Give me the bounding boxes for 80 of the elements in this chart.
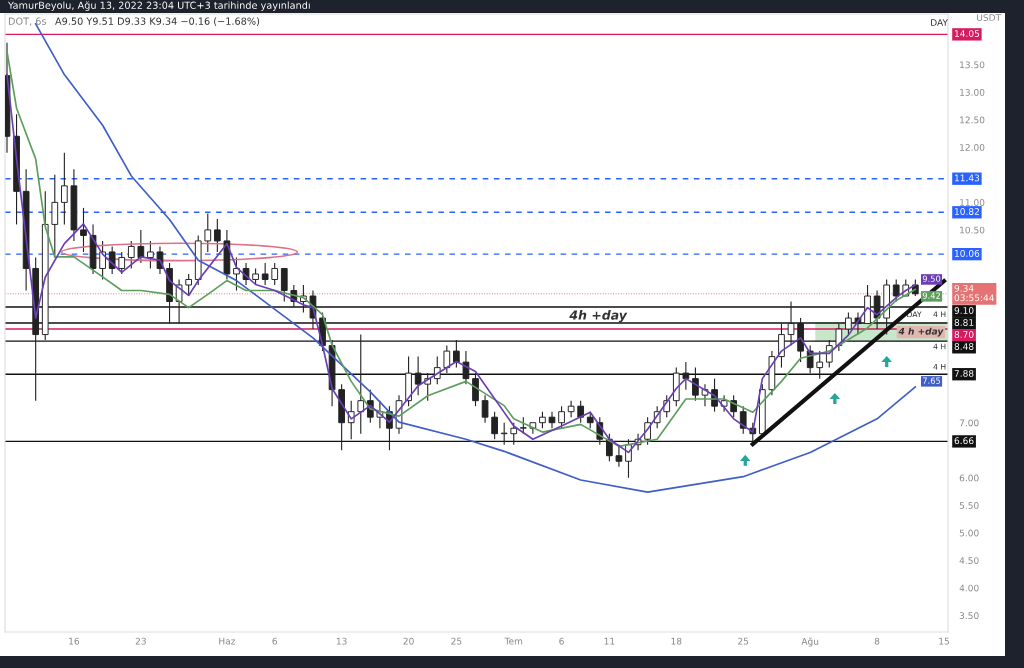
x-tick-label: 8 [874, 637, 880, 645]
annotation: DAY [931, 19, 949, 26]
ref-line-label: 10.06 [954, 249, 980, 257]
candlestick [357, 334, 365, 435]
candlestick [61, 152, 68, 225]
candlestick [491, 411, 498, 440]
y-tick-label: 11.00 [960, 199, 985, 206]
x-tick-label: Tem [504, 637, 523, 645]
y-tick-label: 6.00 [959, 474, 979, 482]
candlestick [280, 267, 288, 303]
x-tick-label: 6 [559, 637, 564, 645]
candlestick [80, 207, 87, 253]
ref-line-label: 7.88 [954, 370, 974, 377]
y-tick-label: 4.50 [959, 557, 979, 564]
y-tick-label: 12.00 [960, 144, 985, 151]
x-tick-label: 15 [939, 637, 949, 645]
candlestick [204, 212, 212, 253]
candlestick [577, 400, 585, 424]
ref-line-label: 8.48 [954, 343, 974, 350]
candlestick [118, 251, 126, 275]
candlestick [414, 356, 422, 396]
candlestick [462, 350, 470, 385]
candlestick [567, 400, 575, 418]
candlestick [778, 322, 785, 369]
x-tick-label: 20 [403, 637, 414, 645]
y-tick-label: 12.50 [960, 116, 985, 124]
candlestick [453, 339, 460, 369]
x-tick-label: 23 [135, 637, 146, 645]
ref-line-label: 8.81 [954, 319, 974, 326]
x-tick-label: 13 [336, 637, 347, 645]
data-label: 7.65 [922, 377, 941, 384]
y-tick-label: 5.50 [959, 502, 979, 509]
candlestick [233, 256, 240, 292]
candlestick [739, 405, 747, 435]
x-tick-label: 6 [272, 637, 278, 645]
band-label: 4 h +day [898, 327, 944, 337]
y-tick-label: 4.00 [959, 584, 979, 592]
x-tick-label: Haz [219, 637, 236, 645]
x-tick-label: Ağu [801, 637, 819, 647]
ref-line-label: 9.34 03:55:44 [954, 284, 995, 302]
candlestick [99, 240, 106, 281]
y-tick-label: 10.50 [960, 226, 985, 234]
candlestick [147, 240, 154, 270]
candlestick [261, 262, 269, 286]
y-tick-label: 5.00 [959, 529, 979, 537]
candlestick [472, 372, 479, 407]
y-tick-label: 3.50 [959, 612, 979, 620]
candlestick [481, 394, 489, 424]
candlestick [137, 229, 145, 264]
annotation: 4h +day [569, 310, 628, 323]
ref-line-label: 6.66 [954, 437, 974, 445]
y-axis-title: USDT [977, 14, 1002, 21]
x-tick-label: 16 [69, 637, 80, 645]
y-tick-label: 7.00 [959, 419, 979, 427]
ref-line-label: 9.10 [954, 307, 974, 314]
candlestick [787, 300, 795, 347]
candlestick [845, 311, 852, 336]
x-tick-label: 18 [671, 637, 682, 645]
text: YamurBeyolu, Ağu 13, 2022 23:04 UTC+3 tarihinde yayınlandı [7, 1, 310, 11]
candlestick [816, 350, 824, 380]
ref-line-label: 14.05 [954, 30, 980, 37]
chart-title: DOT, 6s [8, 17, 47, 26]
candlestick [213, 218, 221, 253]
candlestick [443, 345, 451, 374]
y-tick-label: 13.50 [960, 61, 985, 69]
candlestick [271, 262, 279, 286]
ref-line-label: 10.82 [954, 208, 979, 215]
candlestick [127, 240, 135, 270]
data-label: 9.50 [922, 275, 941, 282]
ref-line-label: 11.43 [954, 174, 980, 182]
candlestick [510, 422, 518, 446]
x-tick-label: 11 [604, 637, 615, 645]
x-tick-label: 25 [451, 637, 462, 645]
ref-line-label: 8.70 [954, 331, 974, 338]
candlestick [548, 411, 556, 429]
x-tick-label: 25 [738, 637, 749, 645]
y-tick-label: 13.00 [960, 88, 985, 96]
candlestick [682, 361, 690, 391]
chart-subtitle: A9.50 Y9.51 D9.33 K9.34 −0.16 (−1.68%) [55, 17, 260, 26]
data-label: 9.42 [922, 292, 940, 299]
